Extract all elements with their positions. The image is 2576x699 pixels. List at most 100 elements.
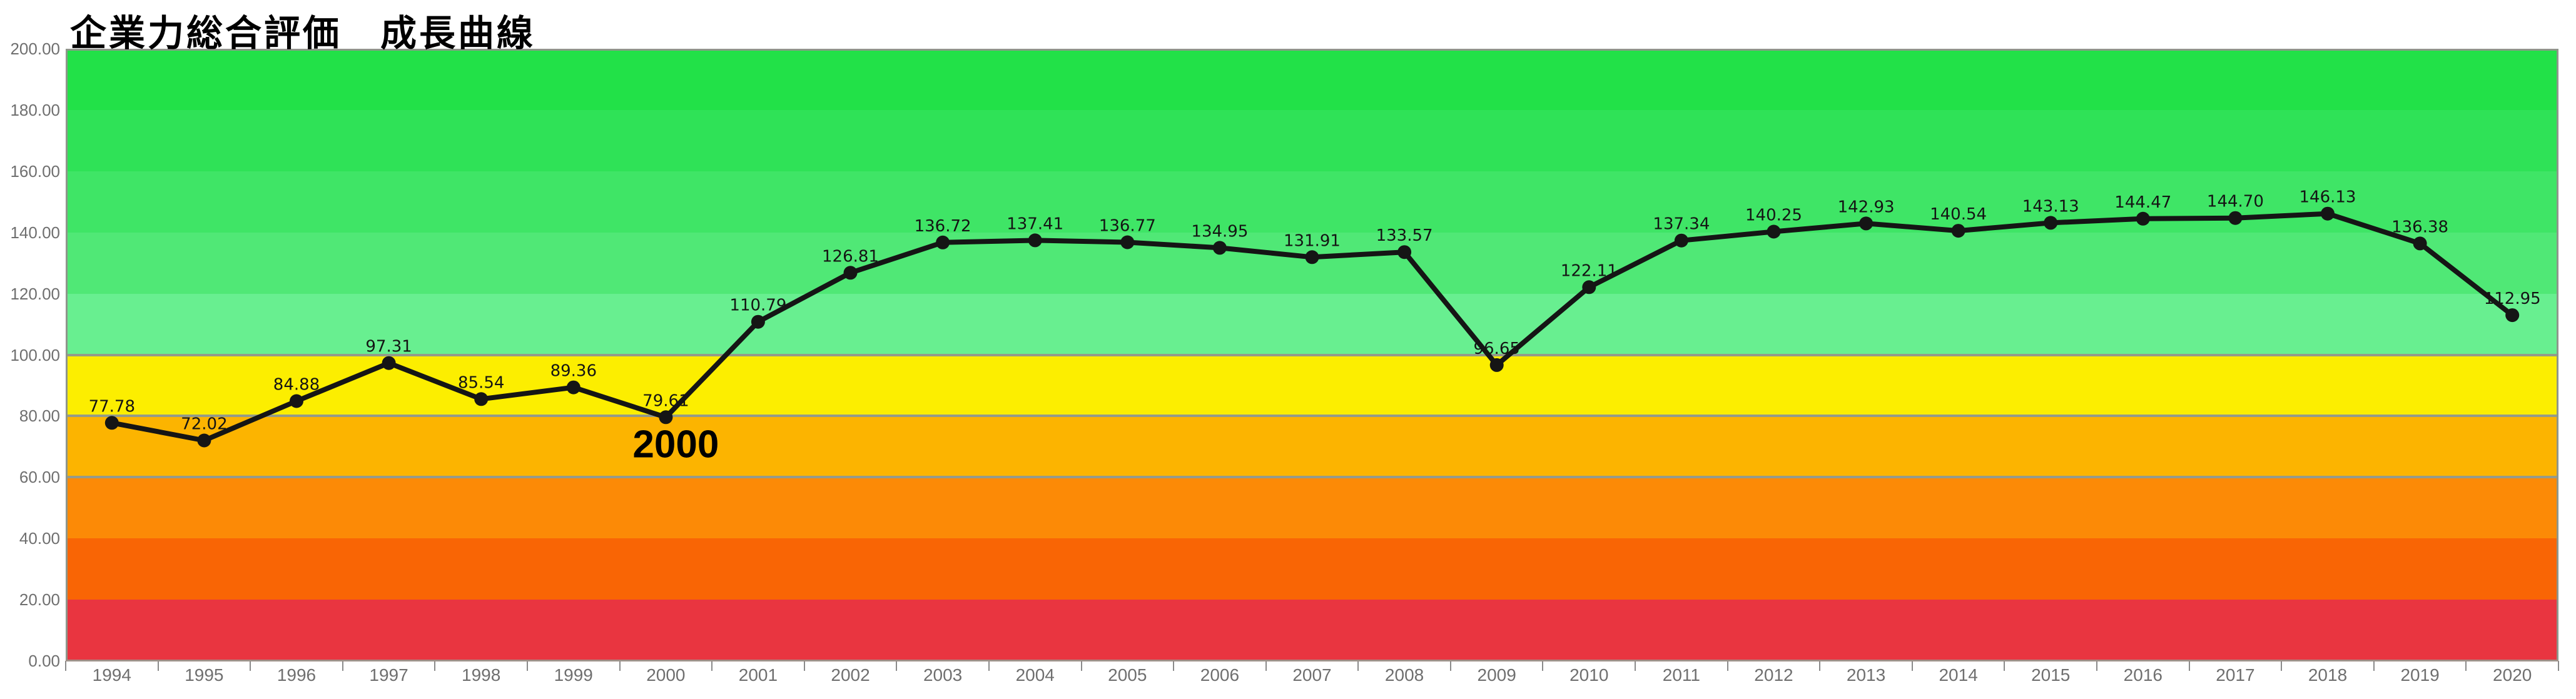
x-tick-mark — [803, 661, 805, 671]
data-point-2000[interactable] — [659, 410, 673, 425]
x-tick-mark — [2558, 661, 2559, 671]
y-tick-label-40.00: 40.00 — [19, 529, 60, 548]
y-tick-label-100.00: 100.00 — [10, 345, 60, 365]
data-point-2013[interactable] — [1859, 216, 1874, 231]
x-tick-mark — [2373, 661, 2375, 671]
x-tick-label-2017: 2017 — [2216, 665, 2255, 685]
data-point-2015[interactable] — [2044, 216, 2058, 230]
data-point-2001[interactable] — [751, 314, 765, 329]
x-tick-mark — [1449, 661, 1451, 671]
score-band-100-120 — [66, 293, 2558, 355]
y-tick-label-160.00: 160.00 — [10, 161, 60, 181]
score-band-160-180 — [66, 109, 2558, 171]
data-point-2003[interactable] — [936, 235, 950, 249]
x-tick-mark — [65, 661, 66, 671]
value-label-1994: 77.78 — [89, 397, 135, 416]
x-tick-label-1996: 1996 — [276, 665, 317, 685]
y-tick-label-200.00: 200.00 — [10, 39, 60, 58]
x-tick-label-2001: 2001 — [738, 665, 778, 685]
data-point-2006[interactable] — [1212, 241, 1227, 255]
value-label-2014: 140.54 — [1930, 205, 1987, 224]
value-label-2009: 96.65 — [1473, 339, 1519, 358]
x-tick-mark — [2096, 661, 2098, 671]
data-point-1996[interactable] — [290, 394, 303, 408]
x-tick-mark — [1173, 661, 1175, 671]
x-tick-label-2012: 2012 — [1754, 665, 1793, 685]
data-point-2017[interactable] — [2228, 211, 2243, 225]
x-tick-label-2005: 2005 — [1108, 665, 1147, 685]
x-tick-label-2020: 2020 — [2493, 665, 2532, 685]
data-point-1994[interactable] — [104, 416, 119, 430]
x-tick-mark — [988, 661, 990, 671]
x-tick-label-2011: 2011 — [1662, 665, 1700, 685]
x-tick-label-2008: 2008 — [1384, 665, 1424, 685]
x-tick-mark — [2465, 661, 2467, 671]
x-tick-mark — [2004, 661, 2006, 671]
y-tick-label-180.00: 180.00 — [10, 100, 60, 119]
x-tick-mark — [896, 661, 898, 671]
value-label-1999: 89.36 — [550, 362, 597, 381]
value-label-2018: 146.13 — [2300, 188, 2356, 207]
data-point-2004[interactable] — [1028, 233, 1042, 248]
value-label-2007: 131.91 — [1284, 231, 1341, 250]
series-layer: 77.78 72.02 84.88 97.31 85.54 89.36 79.61 110.7… — [89, 188, 2541, 466]
data-point-2002[interactable] — [843, 266, 858, 280]
x-tick-mark — [619, 661, 621, 671]
data-point-2016[interactable] — [2136, 211, 2150, 226]
data-point-2009[interactable] — [1489, 358, 1504, 372]
data-point-1997[interactable] — [382, 356, 396, 370]
data-point-1999[interactable] — [566, 380, 581, 395]
value-label-2003: 136.72 — [915, 217, 971, 236]
y-tick-label-120.00: 120.00 — [10, 284, 60, 303]
data-point-1998[interactable] — [474, 392, 489, 406]
value-label-1997: 97.31 — [365, 338, 412, 356]
data-point-1995[interactable] — [197, 433, 211, 448]
x-tick-label-1997: 1997 — [369, 665, 408, 685]
x-tick-label-2014: 2014 — [1939, 665, 1978, 685]
data-point-2005[interactable] — [1120, 235, 1135, 249]
value-label-2011: 137.34 — [1653, 215, 1710, 234]
score-band-180-200 — [66, 49, 2558, 110]
x-tick-label-2009: 2009 — [1477, 665, 1516, 685]
x-axis-baseline — [66, 660, 2558, 661]
x-tick-label-2006: 2006 — [1200, 665, 1240, 685]
value-label-2001: 110.79 — [729, 296, 786, 315]
y-tick-label-0.00: 0.00 — [28, 651, 60, 670]
x-tick-mark — [2188, 661, 2190, 671]
x-tick-label-2000: 2000 — [646, 665, 686, 685]
value-label-1995: 72.02 — [181, 415, 227, 434]
value-label-2002: 126.81 — [822, 247, 879, 266]
y-tick-label-140.00: 140.00 — [10, 223, 60, 242]
plot-border-left — [66, 49, 68, 661]
value-label-2006: 134.95 — [1191, 222, 1248, 241]
x-tick-mark — [1727, 661, 1728, 671]
x-tick-mark — [1911, 661, 1913, 671]
x-tick-label-1995: 1995 — [185, 665, 224, 685]
x-tick-mark — [1635, 661, 1636, 671]
annotation-year-2000: 2000 — [632, 423, 719, 466]
chart-title: 企業力総合評価 成長曲線 — [70, 13, 536, 54]
plot-border-right — [2557, 49, 2558, 661]
plot-border-top — [66, 49, 2558, 51]
data-point-2011[interactable] — [1674, 233, 1688, 248]
x-tick-mark — [1542, 661, 1544, 671]
data-point-2014[interactable] — [1951, 224, 1965, 238]
data-point-2019[interactable] — [2413, 236, 2427, 251]
x-tick-mark — [526, 661, 528, 671]
gridline-60 — [66, 476, 2558, 479]
x-tick-label-2007: 2007 — [1292, 665, 1332, 685]
x-tick-label-2015: 2015 — [2031, 665, 2071, 685]
data-point-2012[interactable] — [1767, 224, 1781, 239]
data-point-2010[interactable] — [1582, 280, 1596, 294]
data-point-2008[interactable] — [1397, 245, 1412, 259]
x-tick-mark — [1357, 661, 1359, 671]
x-tick-label-2016: 2016 — [2123, 665, 2163, 685]
data-point-2020[interactable] — [2505, 308, 2520, 323]
value-label-2005: 136.77 — [1099, 217, 1156, 236]
data-point-2007[interactable] — [1305, 250, 1319, 264]
y-tick-label-20.00: 20.00 — [19, 590, 60, 610]
data-point-2018[interactable] — [2321, 206, 2335, 221]
score-band-0-20 — [66, 600, 2558, 661]
x-tick-label-2010: 2010 — [1569, 665, 1609, 685]
